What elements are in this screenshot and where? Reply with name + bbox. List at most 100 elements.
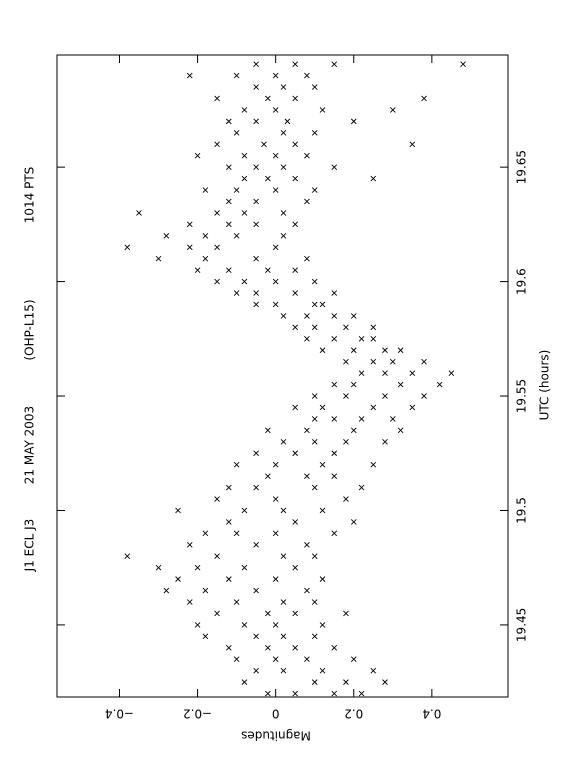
data-point <box>311 301 318 308</box>
data-point <box>311 599 318 605</box>
data-point <box>304 541 310 548</box>
data-point <box>311 416 318 422</box>
data-point <box>233 290 240 296</box>
data-point <box>225 644 232 651</box>
data-point <box>319 667 326 674</box>
data-point <box>280 164 287 170</box>
data-point <box>389 358 396 365</box>
data-point <box>292 175 299 182</box>
data-point <box>343 496 349 502</box>
data-point <box>397 347 404 354</box>
data-point <box>265 175 271 182</box>
data-point <box>265 427 271 434</box>
data-point <box>202 232 209 239</box>
data-point <box>292 519 299 525</box>
x-tick-label: 19.5 <box>515 497 529 524</box>
data-point <box>343 679 349 685</box>
data-point <box>253 301 259 308</box>
data-point <box>202 633 209 640</box>
data-point <box>202 530 209 537</box>
data-point <box>253 290 259 296</box>
data-point <box>319 507 326 514</box>
data-point <box>304 152 310 159</box>
data-point <box>319 461 326 468</box>
data-point <box>370 175 377 182</box>
data-point <box>331 450 338 457</box>
data-point <box>382 347 388 354</box>
data-point <box>225 519 232 525</box>
data-point <box>272 530 279 537</box>
data-point <box>304 335 310 342</box>
data-point <box>233 530 240 537</box>
data-point <box>319 404 326 411</box>
data-point <box>311 393 318 399</box>
data-point <box>233 599 240 605</box>
data-point <box>194 622 201 628</box>
data-point <box>233 232 240 239</box>
data-point <box>343 393 349 399</box>
data-point <box>280 84 287 90</box>
data-point <box>272 301 279 308</box>
data-point <box>304 255 310 262</box>
y-tick-label: −0.4 <box>105 707 134 721</box>
data-point <box>389 107 396 113</box>
data-point <box>241 679 248 685</box>
data-point <box>225 221 232 228</box>
data-point <box>233 72 240 79</box>
data-point <box>186 72 193 79</box>
x-axis-label: UTC (hours) <box>538 350 552 421</box>
data-point <box>292 404 299 411</box>
data-point <box>358 335 365 342</box>
data-point <box>319 107 326 113</box>
data-point <box>358 370 365 376</box>
data-point <box>292 644 299 651</box>
data-point <box>280 210 287 216</box>
data-point <box>124 244 131 251</box>
data-point <box>331 644 338 651</box>
data-point <box>331 690 338 697</box>
data-point <box>304 473 310 479</box>
data-point <box>311 553 318 560</box>
data-point <box>253 587 259 594</box>
data-point <box>194 267 201 273</box>
data-point <box>225 164 232 170</box>
data-point <box>311 679 318 685</box>
data-point <box>225 198 232 205</box>
data-point <box>214 244 220 251</box>
data-point <box>214 610 220 617</box>
y-tick-label: −0.2 <box>183 707 212 721</box>
data-point <box>331 530 338 537</box>
data-point <box>358 416 365 422</box>
data-point <box>389 416 396 422</box>
data-point <box>253 667 259 674</box>
data-point <box>421 358 427 365</box>
data-point <box>292 324 299 331</box>
data-point <box>382 679 388 685</box>
data-point <box>272 107 279 113</box>
data-point <box>292 564 299 571</box>
data-point <box>448 370 455 376</box>
data-point <box>280 553 287 560</box>
data-point <box>350 118 357 125</box>
data-point <box>233 656 240 663</box>
data-point <box>292 61 299 67</box>
title-part: J1 ECL J3 <box>23 519 37 573</box>
data-point <box>280 232 287 239</box>
data-point <box>253 541 259 548</box>
data-point <box>331 335 338 342</box>
title-part: 21 MAY 2003 <box>23 406 37 484</box>
data-point <box>241 278 248 285</box>
data-point <box>358 690 365 697</box>
data-point <box>343 358 349 365</box>
title-part: 1014 PTS <box>23 167 37 224</box>
data-point <box>331 381 338 388</box>
data-point <box>272 496 279 502</box>
data-point <box>163 232 170 239</box>
data-point <box>397 427 404 434</box>
data-point <box>265 610 271 617</box>
data-point <box>370 461 377 468</box>
data-point <box>241 507 248 514</box>
data-point <box>311 84 318 90</box>
data-point <box>253 633 259 640</box>
